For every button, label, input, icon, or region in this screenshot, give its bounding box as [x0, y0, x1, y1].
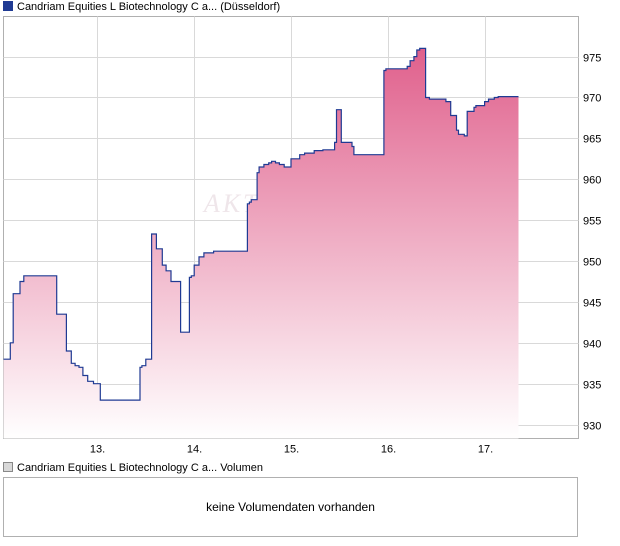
y-tick-label: 945	[583, 298, 601, 310]
volume-legend-label: Candriam Equities L Biotechnology C a...…	[17, 462, 264, 474]
volume-legend-swatch	[3, 462, 13, 472]
price-legend-label: Candriam Equities L Biotechnology C a...…	[17, 1, 281, 13]
price-legend: Candriam Equities L Biotechnology C a...…	[3, 0, 280, 14]
x-axis: 13. 14. 15. 16. 17.	[90, 444, 493, 456]
y-tick-label: 940	[583, 339, 601, 351]
x-tick-label: 15.	[284, 444, 299, 456]
y-tick-label: 950	[583, 257, 601, 269]
area-layer	[3, 48, 519, 439]
y-tick-label: 970	[583, 93, 601, 105]
x-tick-label: 13.	[90, 444, 105, 456]
x-tick-label: 14.	[187, 444, 202, 456]
y-axis: 930 935 940 945 950 955 960 965 970 975	[583, 53, 601, 433]
y-tick-label: 965	[583, 134, 601, 146]
y-tick-label: 955	[583, 216, 601, 228]
line-layer	[3, 47, 519, 401]
y-tick-label: 930	[583, 421, 601, 433]
price-line	[3, 47, 519, 401]
x-tick-label: 16.	[381, 444, 396, 456]
volume-empty-message: keine Volumendaten vorhanden	[206, 500, 375, 514]
y-tick-label: 935	[583, 380, 601, 392]
price-legend-swatch	[3, 1, 13, 11]
y-tick-label: 975	[583, 53, 601, 65]
y-tick-label: 960	[583, 175, 601, 187]
x-tick-label: 17.	[478, 444, 493, 456]
volume-panel: keine Volumendaten vorhanden	[3, 477, 578, 537]
volume-legend: Candriam Equities L Biotechnology C a...…	[3, 461, 263, 475]
price-area	[3, 48, 519, 439]
